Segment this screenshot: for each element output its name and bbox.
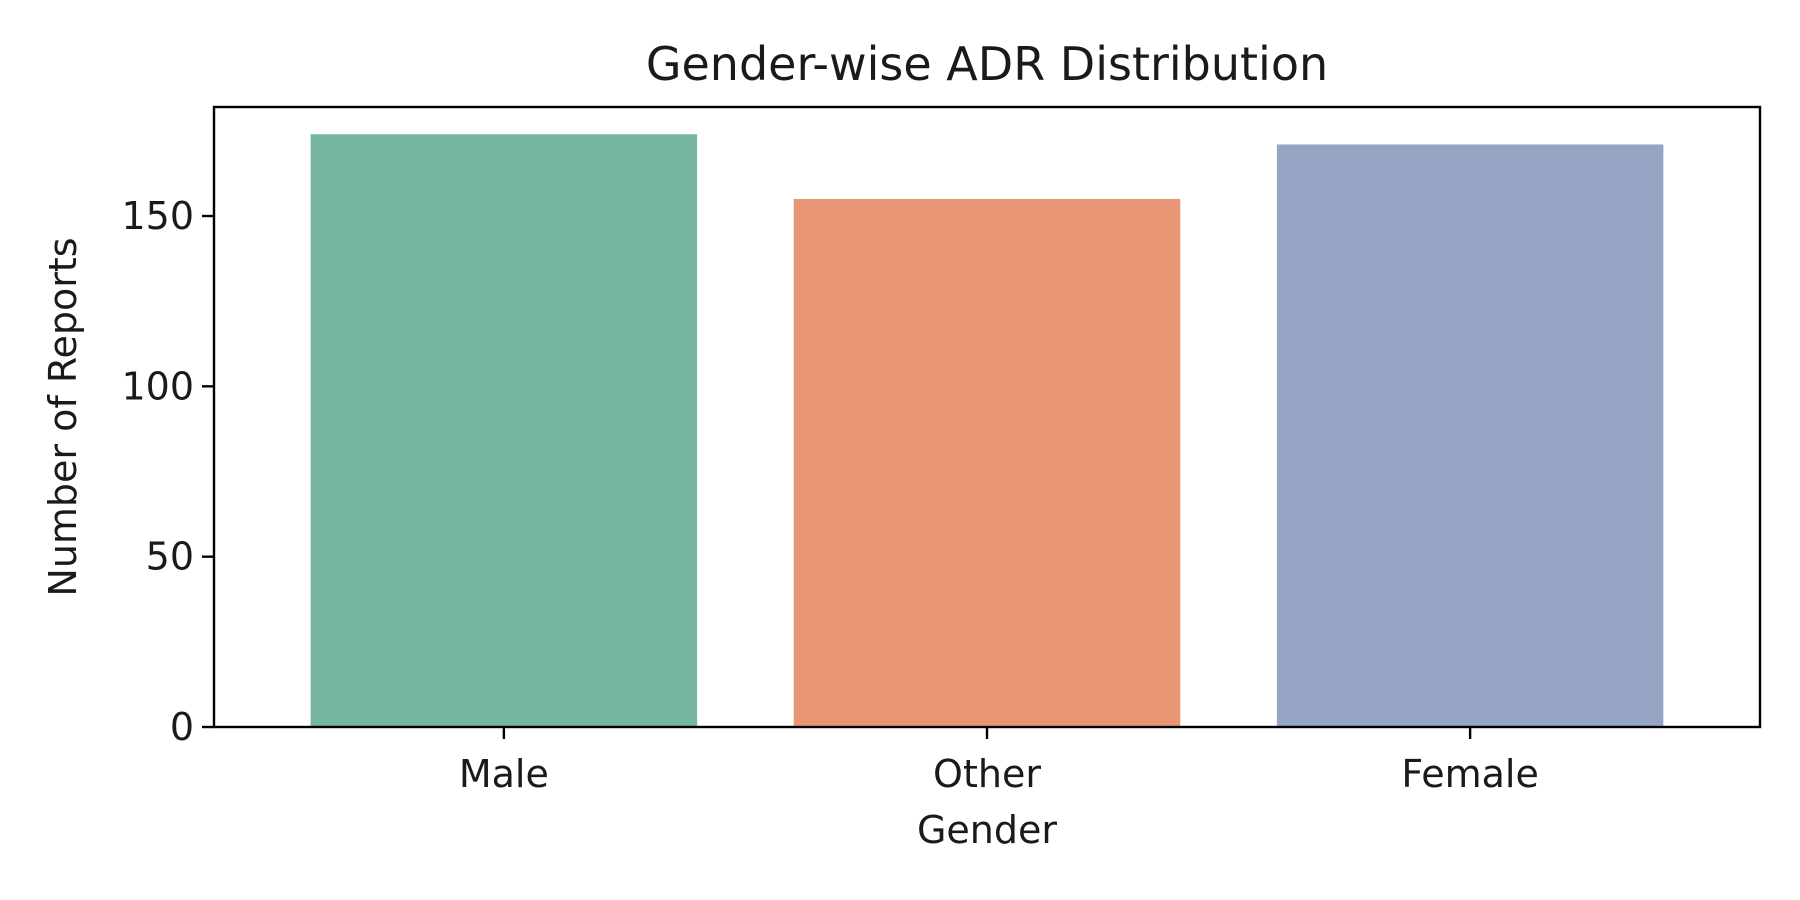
y-tick-label: 150	[121, 194, 194, 238]
y-axis-ticks: 0 50 100 150	[121, 194, 214, 749]
x-tick-label: Male	[459, 752, 549, 796]
y-tick-label: 50	[146, 535, 194, 579]
bar-male	[310, 134, 698, 727]
y-tick-label: 0	[170, 705, 194, 749]
y-axis-label: Number of Reports	[41, 237, 85, 596]
chart-title: Gender-wise ADR Distribution	[646, 37, 1328, 91]
x-axis-ticks: Male Other Female	[459, 727, 1539, 796]
x-tick-label: Other	[933, 752, 1041, 796]
bars-group	[310, 134, 1664, 727]
x-tick-label: Female	[1401, 752, 1538, 796]
plot-frame	[212, 105, 1762, 729]
x-axis-label: Gender	[917, 808, 1057, 852]
y-tick-label: 100	[121, 364, 194, 408]
bar-other	[793, 198, 1181, 727]
bar-female	[1276, 144, 1664, 727]
